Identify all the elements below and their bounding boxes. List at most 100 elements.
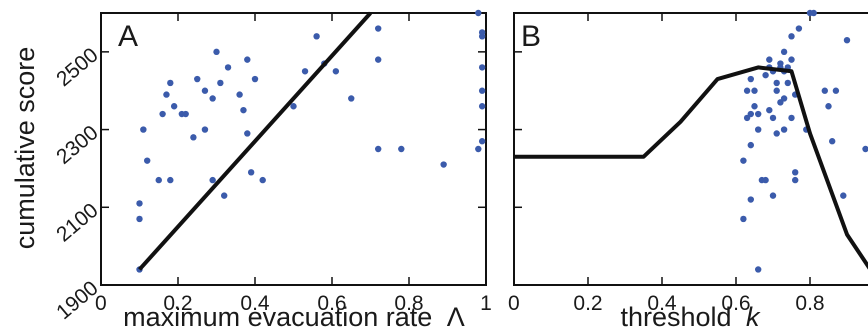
panel-a-frame	[100, 12, 487, 286]
panel-b-point	[755, 266, 762, 273]
panel-a-point	[332, 68, 340, 75]
panel-a-x-axis-label-text: maximum evacuation rate	[123, 302, 432, 330]
panel-a-point	[163, 91, 170, 98]
panel-a-point	[290, 103, 297, 110]
panel-b-point	[843, 37, 851, 44]
panel-b-curve	[514, 65, 868, 270]
panel-a-point	[159, 110, 166, 118]
panel-a-points	[136, 9, 486, 273]
panel-a-point	[475, 9, 482, 17]
panel-b-points	[740, 9, 868, 273]
panel-b-point	[751, 103, 758, 110]
panel-a-point	[217, 79, 224, 87]
panel-a-point	[240, 106, 247, 114]
panel-b-point	[773, 130, 780, 137]
y-axis-label: cumulative score	[10, 47, 40, 250]
panel-a-point	[201, 87, 209, 94]
panel-a-x-tick-label: 0.6	[317, 292, 346, 315]
panel-a-point	[190, 134, 197, 141]
panel-a-point	[236, 91, 243, 98]
panel-a-x-tick-label: 0.2	[163, 292, 192, 315]
panel-b-point	[769, 114, 777, 122]
panel-a-point	[209, 176, 216, 184]
panel-b-point	[832, 87, 840, 94]
panel-b-x-tick-label: 0	[508, 292, 520, 315]
panel-b-point	[862, 145, 868, 153]
panel-a-point	[167, 79, 174, 87]
panel-a-x-tick-label: 0.4	[240, 292, 270, 315]
panel-b-point	[762, 176, 769, 184]
panel-b-point	[740, 157, 747, 164]
panel-b-x-tick-label: 0.8	[795, 292, 824, 315]
panel-a-point	[398, 145, 405, 153]
panel-a-point	[475, 145, 482, 153]
panel-b-point	[792, 176, 799, 184]
panel-a-point	[144, 157, 151, 164]
panel-b-point	[766, 106, 773, 114]
panel-b-point	[747, 75, 754, 83]
panel-b-point	[780, 126, 788, 133]
panel-b-point	[747, 110, 754, 118]
panel-a-point	[194, 75, 201, 83]
panel-a-point	[375, 56, 382, 63]
panel-b-point	[740, 215, 747, 223]
panel-a-point	[478, 103, 486, 110]
panel-a-point	[136, 200, 143, 207]
panel-a-x-tick-label: 0	[95, 292, 107, 315]
panel-b-point	[788, 114, 795, 122]
panel-b-x-tick-label: 0.4	[647, 292, 677, 315]
panel-b-point	[747, 141, 754, 149]
panel-b-point	[773, 79, 780, 87]
panel-a-point	[478, 64, 486, 71]
panel-a-point	[478, 87, 486, 94]
panel-a-y-tick-label: 2500	[52, 43, 103, 91]
panel-b-x-tick-label: 0.2	[573, 292, 602, 315]
panel-a-y-tick-label: 2300	[52, 121, 103, 169]
panel-b-x-ticks: 00.20.40.60.81	[508, 13, 825, 315]
panel-b-x-tick-label: 0.6	[721, 292, 750, 315]
panel-b-frame	[513, 12, 868, 286]
panel-a-point	[375, 25, 382, 32]
panel-a-y-tick-label: 2100	[52, 199, 103, 247]
panel-a-point	[478, 138, 486, 145]
panel-b-point	[825, 103, 832, 110]
panel-b-point	[755, 110, 762, 118]
panel-a-point	[170, 103, 178, 110]
panel-b-point	[743, 87, 751, 94]
panel-a-fit-line	[138, 11, 372, 271]
panel-b-point	[747, 196, 754, 203]
panel-a-x-tick-label: 1	[480, 292, 492, 315]
panel-a-point	[251, 75, 259, 83]
panel-b-point	[769, 192, 777, 199]
panel-a-x-axis-label: maximum evacuation rate Λ	[123, 302, 465, 330]
panel-a-point	[167, 176, 174, 184]
panel-b-label: B	[521, 20, 541, 53]
panel-b-point	[780, 95, 788, 102]
panel-b-point	[755, 126, 762, 133]
panel-a-label: A	[118, 20, 138, 53]
panel-a-x-tick-label: 0.8	[394, 292, 423, 315]
panel-b-point	[751, 87, 758, 94]
panel-a-point	[301, 68, 309, 75]
panel-b-point	[780, 48, 788, 56]
panel-a-point	[136, 215, 143, 223]
panel-a-point	[213, 48, 220, 56]
panel-b-x-axis-label-text: threshold	[620, 302, 731, 330]
panel-a-point	[375, 145, 382, 153]
panel-b-x-axis-label: threshold k	[620, 302, 761, 330]
panel-b-y-ticks	[514, 51, 522, 286]
panel-b-point	[788, 56, 795, 63]
panel-a-point	[313, 33, 320, 40]
panel-a-point	[140, 126, 147, 133]
panel-a-point	[348, 95, 355, 102]
panel-b-x-axis-label-symbol: k	[746, 302, 761, 330]
panel-a-point	[247, 169, 255, 176]
panel-a-point	[259, 176, 266, 184]
panel-b: 00.20.40.60.81 B threshold k	[508, 9, 868, 330]
panel-a-x-ticks: 0 0.2 0.4 0.6 0.8 1	[95, 13, 492, 315]
panel-b-point	[773, 87, 780, 94]
panel-a-point	[182, 110, 189, 118]
panel-a-point	[155, 176, 162, 184]
